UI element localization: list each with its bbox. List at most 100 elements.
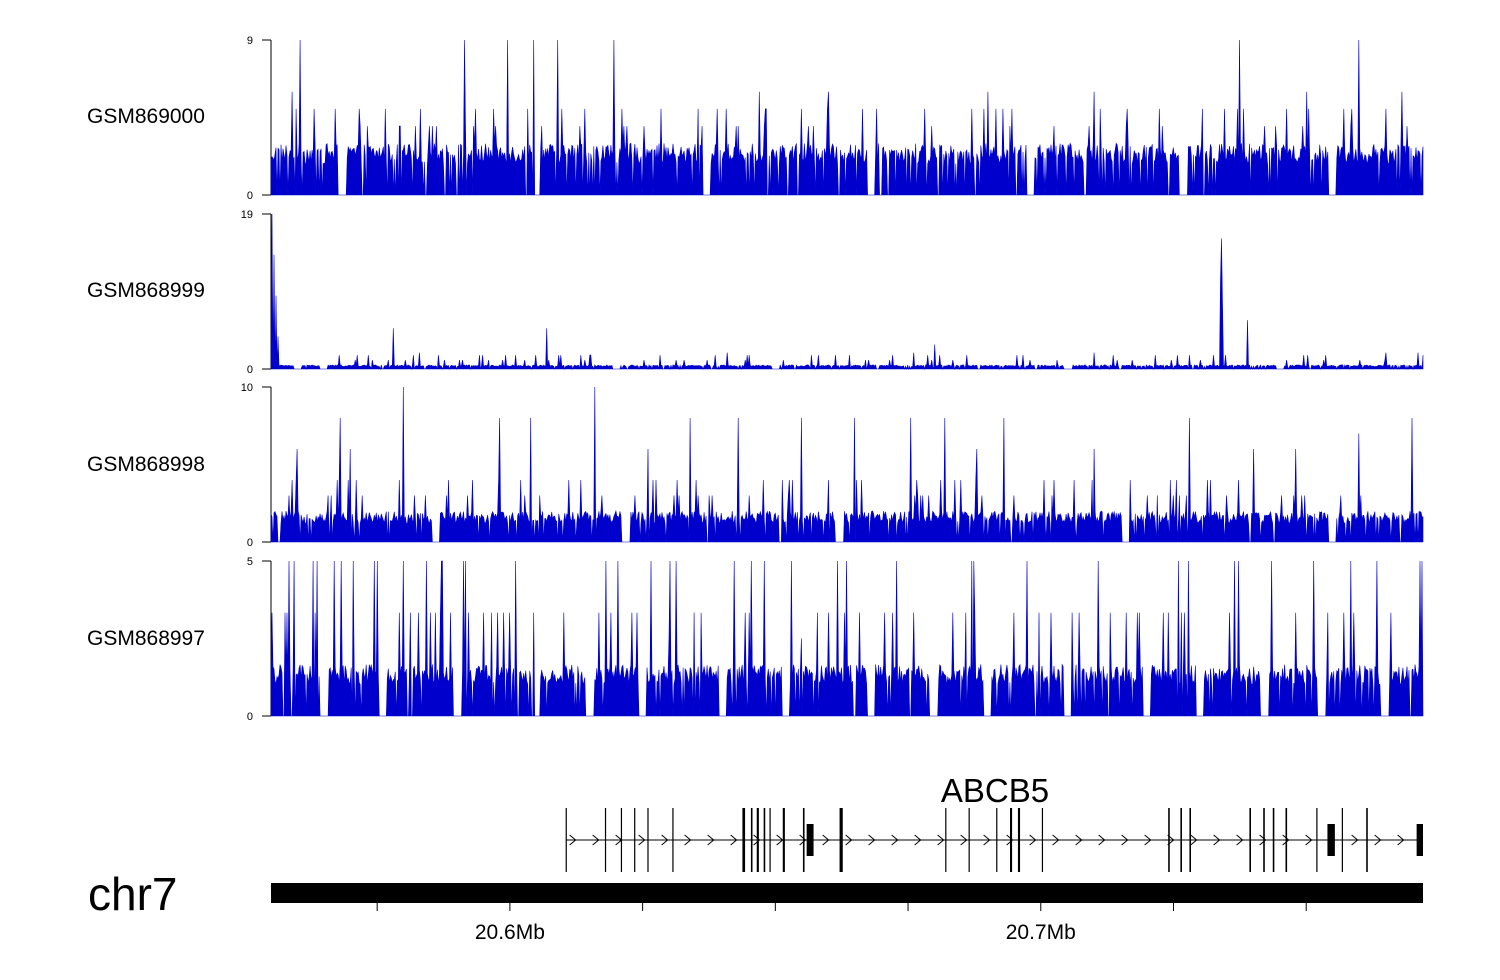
track-label: GSM868997 xyxy=(87,627,205,650)
strand-arrow xyxy=(1190,834,1198,846)
strand-arrow xyxy=(730,834,738,846)
gene-exon xyxy=(945,808,947,872)
track-ymax-label: 10 xyxy=(241,382,253,394)
gene-exon xyxy=(1009,808,1013,872)
gene-exon xyxy=(1189,808,1192,872)
track-0: GSM869000 9 0 xyxy=(87,35,1424,202)
track-ymin-label: 0 xyxy=(247,537,253,549)
track-y-axis xyxy=(262,560,272,717)
genome-axis-ticks xyxy=(376,903,1307,911)
gene-exon xyxy=(802,808,805,872)
gene-exon xyxy=(1041,808,1044,872)
axis-tick-label: 20.6Mb xyxy=(475,921,545,944)
gene-exon xyxy=(620,808,623,872)
strand-arrow xyxy=(1121,834,1129,846)
strand-arrow xyxy=(1075,834,1083,846)
gene-exon xyxy=(742,808,746,872)
track-label: GSM869000 xyxy=(87,105,205,128)
strand-arrow xyxy=(822,834,830,846)
strand-arrow xyxy=(638,834,646,846)
gene-exon xyxy=(1249,808,1251,872)
gene-exon xyxy=(769,808,771,872)
strand-arrow xyxy=(1374,834,1382,846)
gene-exon xyxy=(763,808,766,872)
strand-arrow xyxy=(960,834,968,846)
strand-arrow xyxy=(1098,834,1106,846)
strand-arrow xyxy=(776,834,784,846)
gene-exon xyxy=(839,808,843,872)
gene-exon xyxy=(1327,824,1335,856)
strand-arrow xyxy=(1213,834,1221,846)
strand-arrow xyxy=(1282,834,1290,846)
track-ymax-label: 9 xyxy=(247,35,253,47)
strand-arrow xyxy=(707,834,715,846)
strand-arrow xyxy=(661,834,669,846)
track-ymin-label: 0 xyxy=(247,190,253,202)
track-y-axis xyxy=(262,386,272,543)
track-signal-area xyxy=(270,213,1424,371)
track-ymax-label: 5 xyxy=(247,556,253,568)
track-signal-area xyxy=(270,39,1424,196)
gene-exon xyxy=(565,808,567,872)
gene-exon xyxy=(1285,808,1288,872)
gene-exon xyxy=(750,808,753,872)
strand-arrow xyxy=(753,834,761,846)
track-label: GSM868999 xyxy=(87,279,205,302)
strand-arrow xyxy=(684,834,692,846)
gene-exon xyxy=(756,808,759,872)
track-ymin-label: 0 xyxy=(247,711,253,723)
gene-exon xyxy=(634,808,636,872)
strand-arrow xyxy=(937,834,945,846)
gene-exon xyxy=(1316,808,1318,872)
track-ymin-label: 0 xyxy=(247,364,253,376)
chromosome-bar xyxy=(271,883,1423,903)
gene-exon xyxy=(1168,808,1170,872)
track-3: GSM868997 5 0 xyxy=(87,556,1424,723)
track-1: GSM868999 19 0 xyxy=(87,209,1424,376)
gene-exon xyxy=(1341,808,1343,872)
track-label: GSM868998 xyxy=(87,453,205,476)
track-ymax-label: 19 xyxy=(241,209,253,221)
gene-exon xyxy=(604,808,607,872)
axis-tick-label: 20.7Mb xyxy=(1006,921,1076,944)
strand-arrow xyxy=(983,834,991,846)
track-y-axis xyxy=(262,213,272,370)
strand-arrow xyxy=(868,834,876,846)
gene-exon xyxy=(1272,808,1275,872)
track-signal-area xyxy=(270,560,1424,717)
track-signal-area xyxy=(270,386,1424,543)
strand-arrow xyxy=(1006,834,1014,846)
gene-exon xyxy=(806,824,814,856)
strand-arrow xyxy=(1397,834,1405,846)
strand-arrow xyxy=(845,834,853,846)
gene-exon xyxy=(782,808,785,872)
track-y-axis xyxy=(262,39,272,196)
strand-arrow xyxy=(1144,834,1152,846)
gene-exon xyxy=(968,808,970,872)
gene-exon xyxy=(1416,824,1423,856)
strand-arrow xyxy=(1259,834,1267,846)
strand-arrow xyxy=(1236,834,1244,846)
strand-arrow xyxy=(799,834,807,846)
strand-arrow xyxy=(914,834,922,846)
strand-arrow xyxy=(1052,834,1060,846)
gene-exon xyxy=(1180,808,1182,872)
gene-exon xyxy=(1263,808,1265,872)
strand-arrow xyxy=(1351,834,1359,846)
gene-exon xyxy=(1366,808,1368,872)
strand-arrow xyxy=(1029,834,1037,846)
gene-exon xyxy=(996,808,998,872)
track-2: GSM868998 10 0 xyxy=(87,382,1424,549)
chromosome-label: chr7 xyxy=(88,868,177,920)
gene-exon xyxy=(672,808,674,872)
gene-name-label: ABCB5 xyxy=(941,772,1049,809)
strand-arrow xyxy=(1305,834,1313,846)
strand-arrow xyxy=(569,834,577,846)
strand-arrow xyxy=(891,834,899,846)
gene-exons xyxy=(565,808,1423,872)
gene-exon xyxy=(647,808,649,872)
strand-arrow xyxy=(592,834,600,846)
genome-axis-labels: 20.6Mb 20.7Mb xyxy=(475,921,1076,944)
gene-exon xyxy=(1017,808,1021,872)
